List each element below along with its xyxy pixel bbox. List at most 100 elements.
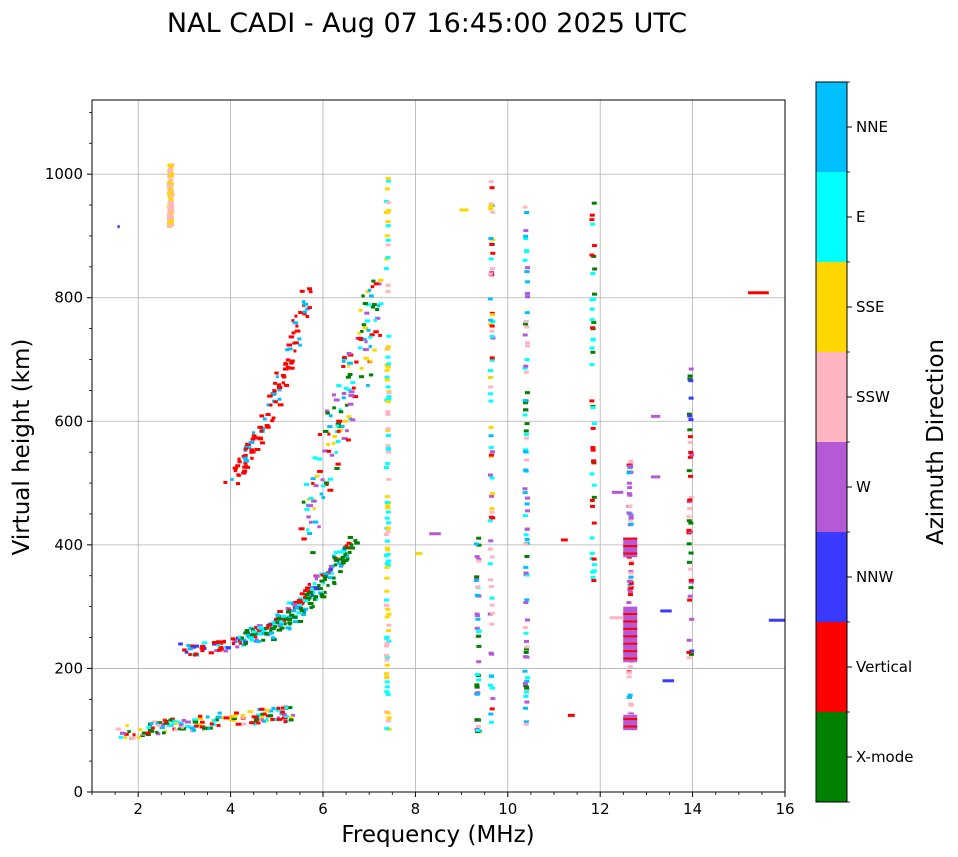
column-echo [627, 464, 633, 468]
echo-point [312, 582, 317, 586]
echo-point [295, 600, 301, 604]
column-echo [386, 639, 392, 643]
echo-point [320, 573, 324, 577]
column-echo [489, 476, 495, 480]
echo-point [358, 375, 365, 379]
echo-point [303, 589, 308, 593]
column-echo [487, 547, 493, 551]
echo-point [255, 639, 261, 643]
echo-point [349, 543, 354, 547]
echo-point [334, 466, 340, 470]
echo-point [291, 319, 295, 323]
echo-point [354, 541, 358, 545]
echo-point [155, 730, 159, 734]
echo-point [286, 615, 293, 619]
echo-point [339, 550, 346, 554]
column-echo [686, 638, 692, 642]
echo-point [289, 366, 295, 370]
echo-segment [117, 225, 120, 229]
echo-point [248, 636, 254, 640]
echo-point [197, 717, 203, 721]
column-echo [384, 368, 390, 372]
echo-point [261, 638, 266, 642]
echo-point [125, 724, 129, 728]
echo-point [243, 459, 250, 463]
echo-point [237, 460, 242, 464]
echo-point [318, 587, 323, 591]
column-echo [590, 326, 596, 330]
echo-point [284, 714, 289, 718]
echo-point [132, 733, 136, 737]
echo-point [243, 641, 248, 645]
echo-point [368, 373, 374, 377]
echo-point [157, 723, 162, 727]
echo-point [322, 449, 328, 453]
echo-point [357, 346, 363, 350]
column-echo [524, 422, 530, 426]
column-echo [523, 236, 529, 240]
column-echo [589, 253, 595, 257]
echo-point [366, 328, 371, 332]
column-echo [385, 607, 391, 611]
column-echo [384, 495, 390, 499]
echo-point [136, 735, 141, 739]
echo-point [270, 636, 276, 640]
echo-point [340, 424, 345, 428]
echo-point [317, 525, 321, 529]
echo-point [282, 367, 289, 371]
echo-point [321, 496, 325, 500]
column-echo [628, 513, 634, 517]
echo-point [292, 603, 298, 607]
column-echo [384, 690, 390, 694]
echo-point [277, 397, 282, 401]
grid-lines [92, 100, 786, 792]
echo-point [264, 631, 269, 635]
column-echo [474, 555, 480, 559]
echo-segment [459, 208, 469, 212]
column-echo [688, 521, 694, 525]
column-echo [628, 461, 634, 465]
echo-point [155, 722, 160, 726]
column-echo [686, 528, 692, 532]
echo-point [289, 361, 294, 365]
column-echo [524, 573, 530, 577]
column-echo [385, 444, 391, 448]
echo-point [228, 717, 234, 721]
echo-point [192, 720, 199, 724]
column-echo [489, 242, 495, 246]
echo-point [124, 732, 129, 736]
x-tick-label: 10 [498, 800, 517, 818]
column-echo [626, 671, 632, 675]
column-echo [476, 629, 482, 633]
echo-point [323, 572, 330, 576]
echo-point [319, 579, 325, 583]
echo-point [311, 481, 315, 485]
echo-point [273, 625, 277, 629]
column-echo [385, 283, 391, 287]
column-echo [523, 685, 529, 689]
echo-point [200, 649, 205, 653]
echo-point [127, 730, 131, 734]
column-echo [386, 716, 392, 720]
echo-point [191, 645, 197, 649]
echo-point [260, 718, 264, 722]
echo-point [320, 478, 325, 482]
echo-point [319, 594, 325, 598]
echo-point [310, 477, 316, 481]
column-echo [524, 527, 530, 531]
echo-point [199, 720, 205, 724]
column-echo [473, 578, 479, 582]
echo-point [298, 597, 303, 601]
column-echo [385, 243, 391, 247]
echo-segment [768, 618, 785, 622]
column-echo [523, 695, 529, 699]
echo-point [296, 611, 302, 615]
column-echo [591, 422, 597, 426]
echo-point [145, 731, 151, 735]
echo-point [303, 595, 307, 599]
echo-point [335, 440, 341, 444]
echo-point [359, 366, 364, 370]
echo-point [187, 647, 193, 651]
column-echo [384, 615, 390, 619]
column-echo [169, 205, 175, 209]
